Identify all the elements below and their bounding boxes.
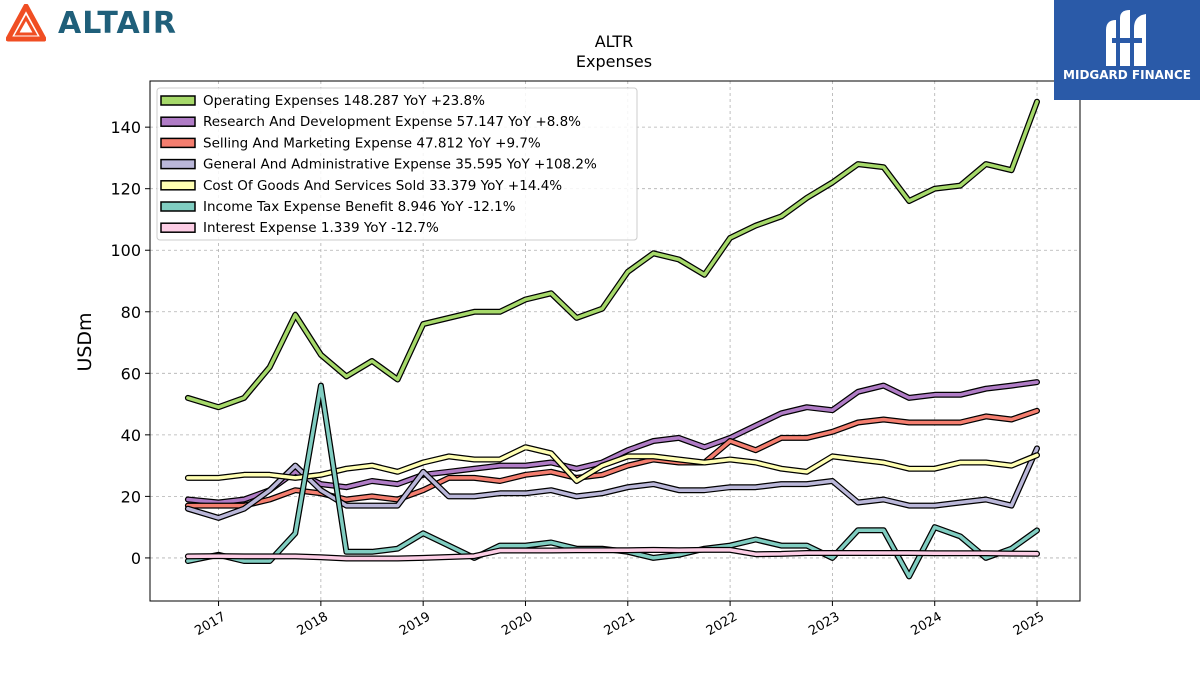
legend-entry: Selling And Marketing Expense 47.812 YoY… bbox=[160, 135, 541, 151]
y-axis-label: USDm bbox=[74, 312, 96, 371]
legend-box bbox=[156, 87, 638, 241]
legend-swatch bbox=[160, 137, 196, 149]
y-tick-label: 140 bbox=[110, 118, 141, 137]
series-line bbox=[184, 98, 1040, 411]
legend: Operating Expenses 148.287 YoY +23.8% Res… bbox=[156, 87, 638, 241]
altair-logo-text: ALTAIR bbox=[58, 5, 177, 41]
series-line-stroke bbox=[186, 548, 1039, 561]
series-line bbox=[184, 444, 1040, 484]
x-tick-label: 2017 bbox=[192, 609, 228, 639]
altair-logo: ALTAIR bbox=[6, 4, 177, 42]
series-line bbox=[184, 546, 1040, 562]
plot-frame bbox=[149, 80, 1081, 602]
y-tick-label: 80 bbox=[121, 303, 141, 322]
legend-label: Income Tax Expense Benefit 8.946 YoY -12… bbox=[203, 199, 516, 215]
series-lines bbox=[184, 98, 1040, 580]
legend-swatch bbox=[160, 116, 196, 127]
series-line bbox=[184, 445, 1040, 521]
chart-subtitle: Expenses bbox=[576, 52, 652, 71]
y-tick-label: 100 bbox=[110, 241, 141, 260]
legend-swatch bbox=[160, 180, 196, 191]
legend-swatch bbox=[160, 201, 196, 212]
legend-swatch bbox=[160, 158, 196, 170]
series-line-stroke bbox=[186, 446, 1039, 520]
x-axis: 2017 2018 2019 2020 2021 2022 2023 2024 2025 bbox=[192, 601, 1047, 639]
y-tick-label: 0 bbox=[131, 549, 141, 568]
grid bbox=[150, 81, 1080, 601]
altair-logo-icon bbox=[6, 4, 46, 42]
midgard-finance-label: MIDGARD FINANCE bbox=[1063, 68, 1191, 82]
x-tick-label: 2025 bbox=[1011, 609, 1047, 639]
x-tick-label: 2022 bbox=[704, 609, 740, 639]
x-tick-label: 2018 bbox=[295, 609, 331, 639]
y-tick-label: 60 bbox=[121, 364, 141, 383]
legend-label: Cost Of Goods And Services Sold 33.379 Y… bbox=[203, 178, 562, 194]
legend-label: General And Administrative Expense 35.59… bbox=[203, 157, 597, 173]
legend-label: Selling And Marketing Expense 47.812 YoY… bbox=[203, 135, 541, 151]
x-tick-label: 2020 bbox=[499, 609, 535, 639]
y-tick-label: 40 bbox=[121, 426, 141, 445]
legend-entry: Research And Development Expense 57.147 … bbox=[160, 114, 581, 130]
x-tick-label: 2024 bbox=[909, 609, 945, 639]
x-tick-label: 2023 bbox=[806, 609, 842, 639]
legend-label: Research And Development Expense 57.147 … bbox=[203, 114, 581, 130]
midgard-finance-badge: MIDGARD FINANCE bbox=[1054, 0, 1200, 100]
y-axis: 0 20 40 60 80 100 120 140 bbox=[110, 118, 150, 568]
midgard-logo-icon bbox=[1106, 10, 1146, 66]
legend-entry: Operating Expenses 148.287 YoY +23.8% bbox=[160, 93, 485, 109]
legend-label: Interest Expense 1.339 YoY -12.7% bbox=[203, 220, 439, 236]
legend-swatch bbox=[160, 222, 196, 233]
legend-swatch bbox=[160, 95, 196, 106]
legend-entry: Cost Of Goods And Services Sold 33.379 Y… bbox=[160, 178, 562, 194]
legend-label: Operating Expenses 148.287 YoY +23.8% bbox=[203, 93, 485, 109]
x-tick-label: 2021 bbox=[602, 609, 638, 639]
legend-entry: General And Administrative Expense 35.59… bbox=[160, 157, 597, 173]
x-tick-label: 2019 bbox=[397, 609, 433, 639]
y-tick-label: 120 bbox=[110, 180, 141, 199]
series-line-stroke bbox=[186, 99, 1039, 409]
y-tick-label: 20 bbox=[121, 487, 141, 506]
legend-entry: Interest Expense 1.339 YoY -12.7% bbox=[160, 220, 439, 236]
legend-entry: Income Tax Expense Benefit 8.946 YoY -12… bbox=[160, 199, 516, 215]
chart-title: ALTR bbox=[595, 32, 634, 51]
